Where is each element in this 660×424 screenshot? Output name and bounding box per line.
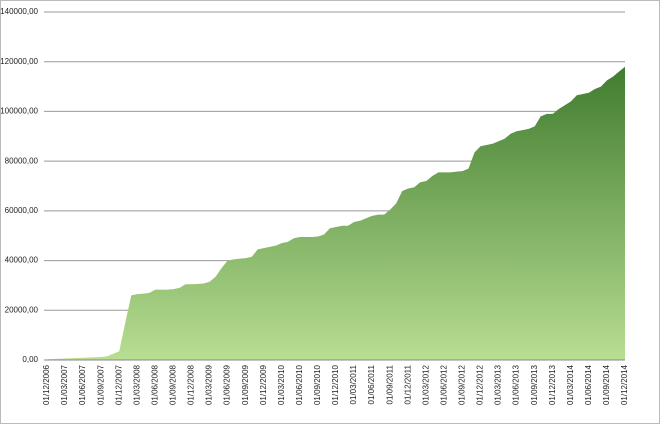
- x-tick-label: 01/06/2012: [439, 364, 448, 405]
- x-tick-label: 01/12/2007: [114, 364, 123, 405]
- x-tick-label: 01/03/2007: [60, 364, 69, 405]
- y-tick-label: 60000,00: [5, 206, 39, 215]
- x-tick-label: 01/03/2014: [566, 364, 575, 405]
- x-tick-label: 01/09/2007: [96, 364, 105, 405]
- y-tick-label: 120000,00: [0, 57, 38, 66]
- x-tick-label: 01/03/2008: [132, 364, 141, 405]
- y-tick-label: 140000,00: [0, 7, 38, 16]
- x-tick-label: 01/12/2009: [259, 364, 268, 405]
- x-tick-label: 01/06/2009: [223, 364, 232, 405]
- x-tick-label: 01/12/2014: [620, 364, 629, 405]
- x-tick-label: 01/06/2013: [512, 364, 521, 405]
- y-tick-label: 20000,00: [5, 305, 39, 314]
- x-tick-label: 01/12/2006: [42, 364, 51, 405]
- y-tick-label: 80000,00: [5, 156, 39, 165]
- y-tick-label: 0,00: [22, 355, 38, 364]
- x-tick-label: 01/03/2010: [277, 364, 286, 405]
- x-tick-label: 01/09/2011: [385, 364, 394, 404]
- x-tick-label: 01/09/2008: [169, 364, 178, 405]
- x-tick-label: 01/03/2009: [205, 364, 214, 405]
- x-tick-label: 01/06/2008: [150, 364, 159, 405]
- y-tick-label: 100000,00: [0, 107, 38, 116]
- x-tick-label: 01/06/2010: [295, 364, 304, 405]
- x-tick-label: 01/06/2007: [78, 364, 87, 405]
- x-tick-label: 01/09/2012: [458, 364, 467, 405]
- x-tick-label: 01/09/2013: [530, 364, 539, 405]
- x-tick-label: 01/09/2014: [602, 364, 611, 405]
- x-tick-label: 01/12/2011: [403, 364, 412, 404]
- x-tick-label: 01/09/2009: [241, 364, 250, 405]
- x-tick-label: 01/12/2013: [548, 364, 557, 405]
- x-tick-label: 01/03/2012: [421, 364, 430, 405]
- x-tick-label: 01/03/2013: [494, 364, 503, 405]
- y-tick-label: 40000,00: [5, 256, 39, 265]
- x-tick-label: 01/12/2012: [476, 364, 485, 405]
- area: [47, 66, 625, 360]
- x-tick-label: 01/12/2008: [187, 364, 196, 405]
- x-tick-label: 01/12/2010: [331, 364, 340, 405]
- x-tick-label: 01/06/2014: [584, 364, 593, 405]
- x-tick-label: 01/09/2010: [313, 364, 322, 405]
- x-tick-label: 01/03/2011: [349, 364, 358, 404]
- x-tick-label: 01/06/2011: [367, 364, 376, 404]
